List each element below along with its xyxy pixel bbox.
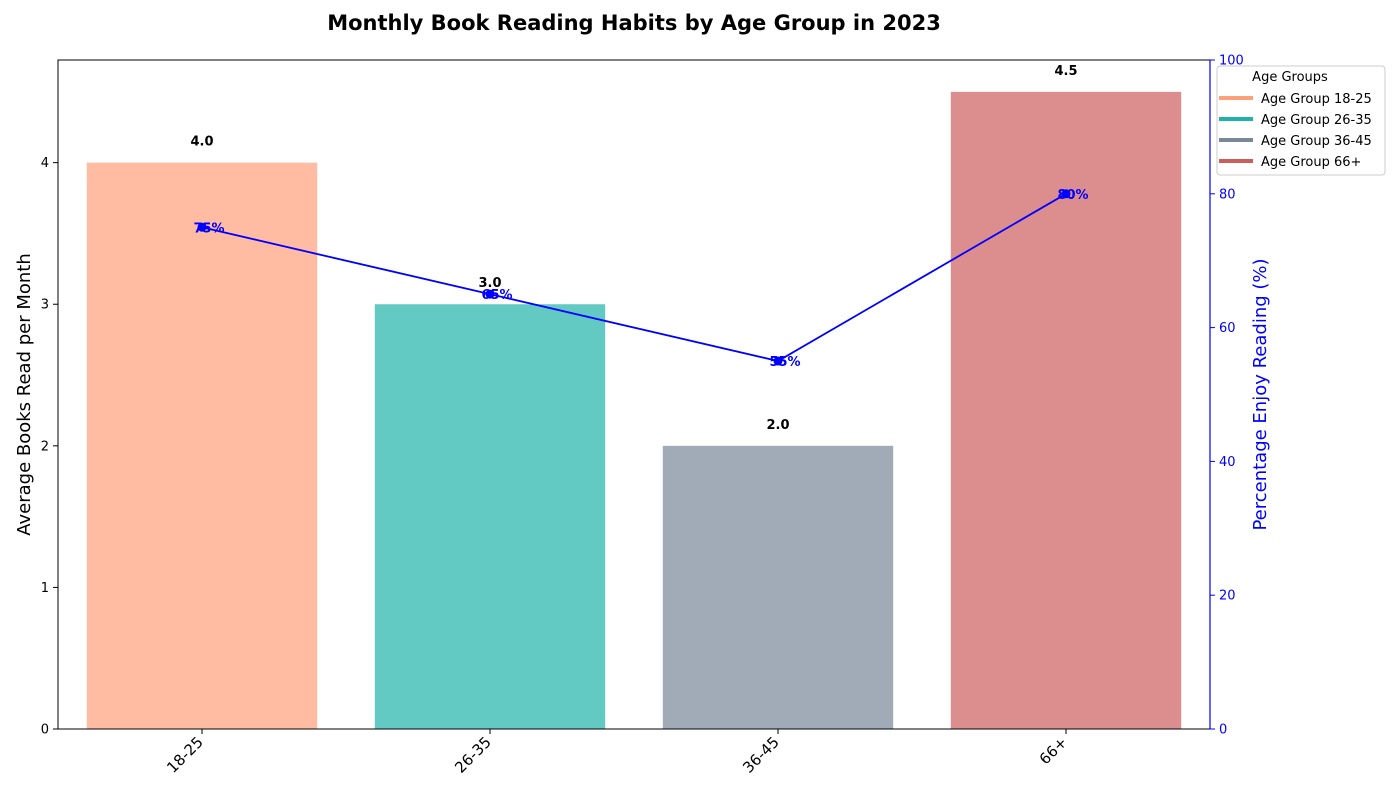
- x-axis: 18-25 26-35 36-45 66+: [163, 729, 1071, 777]
- y2-tick-label: 60: [1219, 321, 1236, 336]
- enjoy-reading-label: 75%: [193, 221, 224, 236]
- bar-value-label: 2.0: [766, 418, 789, 433]
- x-tick-label: 18-25: [163, 733, 207, 777]
- bar-value-label: 4.0: [190, 135, 213, 150]
- y2-tick-label: 20: [1219, 589, 1236, 604]
- x-tick-label: 66+: [1036, 733, 1071, 768]
- left-y-axis: 0 1 2 3 4: [41, 156, 58, 738]
- enjoy-reading-label: 80%: [1057, 188, 1088, 203]
- enjoy-reading-line: [201, 193, 1067, 363]
- chart-title: Monthly Book Reading Habits by Age Group…: [327, 11, 941, 35]
- legend-title: Age Groups: [1252, 70, 1328, 85]
- enjoy-reading-label: 65%: [481, 288, 512, 303]
- bar-18-25: [86, 162, 318, 730]
- y2-tick-label: 40: [1219, 455, 1236, 470]
- y-tick-label: 3: [41, 298, 49, 313]
- y-axis-title: Average Books Read per Month: [14, 253, 35, 536]
- bar-value-label: 4.5: [1054, 64, 1077, 79]
- legend-entry: Age Group 36-45: [1261, 134, 1372, 149]
- legend[interactable]: Age Groups Age Group 18-25 Age Group 26-35…: [1216, 65, 1386, 176]
- enjoy-reading-point: [197, 222, 207, 232]
- y2-tick-label: 0: [1219, 723, 1227, 738]
- legend-entry: Age Group 26-35: [1261, 113, 1372, 128]
- enjoy-reading-point: [485, 289, 495, 299]
- enjoy-reading-label: 55%: [769, 355, 800, 370]
- y-tick-label: 4: [41, 156, 49, 171]
- legend-box: [1216, 65, 1386, 176]
- bar-series: [86, 91, 1182, 730]
- x-tick-label: 26-35: [451, 733, 495, 777]
- y-tick-label: 2: [41, 439, 49, 454]
- y2-tick-label: 80: [1219, 187, 1236, 202]
- x-tick-label: 36-45: [739, 733, 783, 777]
- legend-entry: Age Group 66+: [1261, 155, 1361, 170]
- enjoy-reading-point: [773, 356, 783, 366]
- y2-tick-label: 100: [1219, 54, 1244, 69]
- bar-36-45: [662, 445, 894, 729]
- y-tick-label: 0: [41, 723, 49, 738]
- y2-axis-title: Percentage Enjoy Reading (%): [1250, 258, 1271, 530]
- line-series: 75% 65% 55% 80%: [193, 188, 1088, 370]
- y-tick-label: 1: [41, 581, 49, 596]
- bar-value-label: 3.0: [478, 276, 501, 291]
- enjoy-reading-point: [1061, 189, 1071, 199]
- right-y-axis: 0 20 40 60 80 100: [1209, 54, 1244, 738]
- bar-26-35: [374, 304, 606, 729]
- legend-entry: Age Group 18-25: [1261, 92, 1372, 107]
- bar-value-labels: 4.0 3.0 2.0 4.5: [190, 64, 1077, 433]
